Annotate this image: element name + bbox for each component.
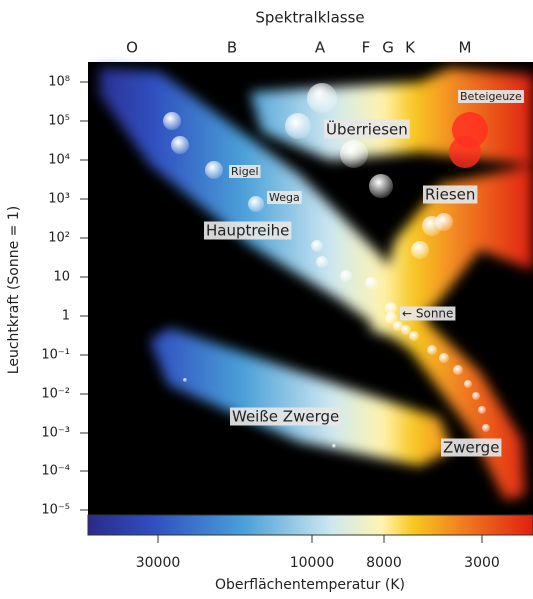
spectral-class: G [382,39,394,57]
region-label: Weiße Zwerge [232,408,339,426]
y-tick-label: 10⁻⁴ [41,464,70,479]
y-tick-label: 10⁴ [48,153,70,168]
y-tick-label: 10² [48,231,70,246]
y-tick-label: 10⁻³ [41,426,70,441]
spectral-class: B [227,39,237,57]
y-tick-label: 10⁻¹ [41,348,70,363]
y-tick-label: 1 [62,309,70,324]
y-tick-label: 10⁵ [48,114,70,129]
region-label: Rigel [231,165,259,178]
region-label: ← Sonne [402,307,453,321]
y-tick-label: 10 [53,270,70,285]
x-axis-title: Oberflächentemperatur (K) [215,577,405,593]
colorbar [88,515,533,535]
spectral-class: O [126,39,138,57]
x-tick-label: 8000 [366,555,402,571]
hr-diagram: Spektralklasse O B A FGK M 10⁸ 10⁵ 10⁴ 10³ 10² 10… [0,0,533,595]
spectral-class: A [315,39,326,57]
y-tick-label: 10⁸ [48,75,70,90]
region-label: Zwerge [443,439,499,457]
y-axis-title: Leuchtkraft (Sonne = 1) [6,206,22,374]
region-label: Riesen [425,186,475,204]
region-label: Wega [269,191,300,204]
spectral-class: K [405,39,416,57]
region-label: Überriesen [326,120,408,139]
spectral-class: M [459,39,472,57]
y-tick-label: 10⁻² [41,387,70,402]
x-tick-label: 30000 [136,555,181,571]
x-tick-label: 3000 [464,555,500,571]
top-axis-title: Spektralklasse [255,9,364,27]
spectral-class: F [362,39,371,57]
y-tick-label: 10⁻⁵ [41,503,70,518]
region-label: Hauptreihe [206,222,289,240]
y-tick-label: 10³ [48,192,70,207]
region-label: Beteigeuze [460,90,522,103]
x-tick-label: 10000 [290,555,335,571]
